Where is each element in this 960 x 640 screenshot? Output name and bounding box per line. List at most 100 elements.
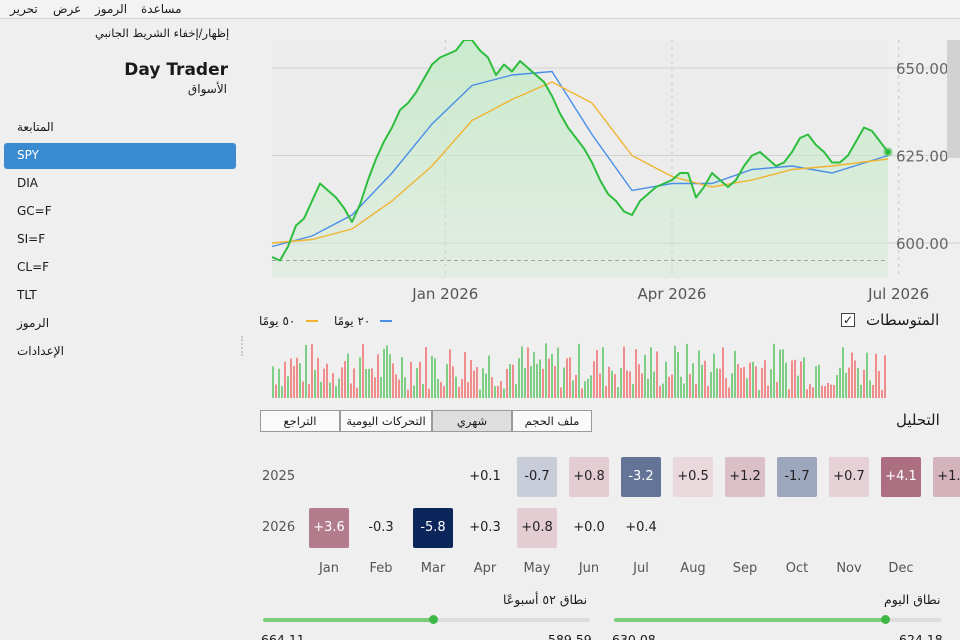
sidebar-resize-handle[interactable]: [241, 336, 243, 356]
heatmap-cell: +0.4: [625, 520, 657, 535]
volume-bar: [476, 367, 478, 398]
volume-bar: [425, 346, 427, 398]
sidebar-item-spy[interactable]: SPY: [4, 143, 236, 169]
volume-bar: [317, 357, 319, 398]
volume-bar: [881, 389, 883, 398]
app-subtitle: الأسواق: [187, 82, 227, 96]
volume-bar: [647, 378, 649, 398]
sidebar-item-label: SPY: [17, 148, 39, 162]
volume-bar: [779, 349, 781, 398]
sidebar-item-label: CL=F: [17, 260, 50, 274]
sidebar-item-settings[interactable]: الإعدادات: [4, 339, 236, 365]
volume-bar: [836, 375, 838, 398]
volume-bar: [344, 361, 346, 398]
volume-bar: [431, 356, 433, 398]
volume-bar: [368, 368, 370, 398]
volume-bar: [788, 389, 790, 398]
volume-bar: [620, 368, 622, 398]
volume-bar: [809, 384, 811, 398]
volume-bar: [329, 382, 331, 398]
volume-bar: [557, 347, 559, 398]
week52-range-max: 664.11: [261, 632, 305, 640]
volume-bar: [728, 387, 730, 398]
sidebar-item-watchlist[interactable]: المتابعة: [4, 115, 236, 141]
volume-bar: [488, 355, 490, 398]
volume-bar: [581, 388, 583, 398]
volume-bar: [644, 354, 646, 398]
volume-bar: [698, 350, 700, 398]
volume-bar: [743, 366, 745, 398]
volume-bar: [284, 361, 286, 398]
volume-bar: [341, 367, 343, 398]
volume-bar: [884, 355, 886, 398]
tab-volume-profile[interactable]: ملف الحجم: [512, 410, 592, 432]
volume-bar: [536, 363, 538, 398]
volume-bar: [803, 357, 805, 398]
volume-bar: [719, 368, 721, 398]
volume-bar: [725, 378, 727, 398]
volume-bar: [458, 386, 460, 398]
sidebar-toggle-button[interactable]: إظهار/إخفاء الشريط الجانبي: [95, 26, 230, 40]
moving-averages-checkbox[interactable]: ✓: [841, 313, 855, 327]
moving-averages-label: المتوسطات: [866, 311, 940, 329]
y-tick-label: 625.00: [896, 148, 949, 166]
sidebar-item-symbols[interactable]: الرموز: [4, 311, 236, 337]
volume-bar: [326, 363, 328, 398]
price-area: [272, 40, 888, 278]
volume-bar: [500, 381, 502, 398]
menu-symbols[interactable]: الرموز: [95, 2, 128, 16]
volume-bar: [710, 371, 712, 398]
volume-bar: [701, 364, 703, 398]
volume-bar: [659, 385, 661, 398]
volume-bar: [323, 368, 325, 398]
month-label: Sep: [732, 561, 758, 576]
volume-bar: [395, 374, 397, 398]
volume-bar: [491, 377, 493, 398]
volume-bar: [347, 353, 349, 398]
volume-bar: [851, 352, 853, 398]
heatmap-cell: +0.3: [469, 520, 501, 535]
sidebar-item-dia[interactable]: DIA: [4, 171, 236, 197]
menu-help[interactable]: مساعدة: [141, 2, 182, 16]
volume-bar: [782, 349, 784, 398]
volume-bar: [509, 364, 511, 398]
volume-bar: [638, 364, 640, 398]
volume-bar: [830, 384, 832, 398]
menu-edit[interactable]: تحرير: [10, 2, 38, 16]
sidebar-item-gold[interactable]: GC=F: [4, 199, 236, 225]
tab-monthly[interactable]: شهري: [432, 410, 512, 432]
volume-bar: [812, 387, 814, 398]
volume-bar: [383, 348, 385, 398]
volume-bar: [773, 343, 775, 398]
volume-bar: [365, 368, 367, 398]
volume-bar: [608, 366, 610, 398]
day-range-max: 630.08: [612, 632, 656, 640]
x-tick-label: Jan 2026: [411, 285, 478, 303]
tab-drawdown[interactable]: التراجع: [260, 410, 340, 432]
volume-bar: [554, 365, 556, 398]
volume-bar: [674, 345, 676, 398]
tab-daily-moves[interactable]: التحركات اليومية: [340, 410, 432, 432]
chart-scrollbar[interactable]: [947, 40, 960, 158]
volume-bar: [599, 373, 601, 398]
sidebar-item-tlt[interactable]: TLT: [4, 283, 236, 309]
volume-bar: [530, 366, 532, 398]
sidebar-item-silver[interactable]: SI=F: [4, 227, 236, 253]
month-label: Apr: [473, 561, 497, 576]
sidebar-item-crude[interactable]: CL=F: [4, 255, 236, 281]
volume-bar: [392, 363, 394, 398]
volume-bar: [281, 386, 283, 398]
volume-bar: [587, 378, 589, 398]
volume-bar: [359, 357, 361, 398]
volume-bar: [869, 380, 871, 398]
x-tick-label: Jul 2026: [867, 285, 929, 303]
price-chart: 650.00 625.00 600.00 Jan 2026 Apr 2026 Jul 20…: [271, 40, 960, 303]
volume-bar: [506, 368, 508, 398]
week52-range-track: [263, 618, 590, 622]
day-range-min: 624.18: [899, 632, 943, 640]
menu-view[interactable]: عرض: [53, 2, 82, 16]
volume-bar: [572, 380, 574, 398]
volume-bar: [662, 383, 664, 398]
volume-bar: [287, 376, 289, 398]
volume-bar: [671, 374, 673, 398]
